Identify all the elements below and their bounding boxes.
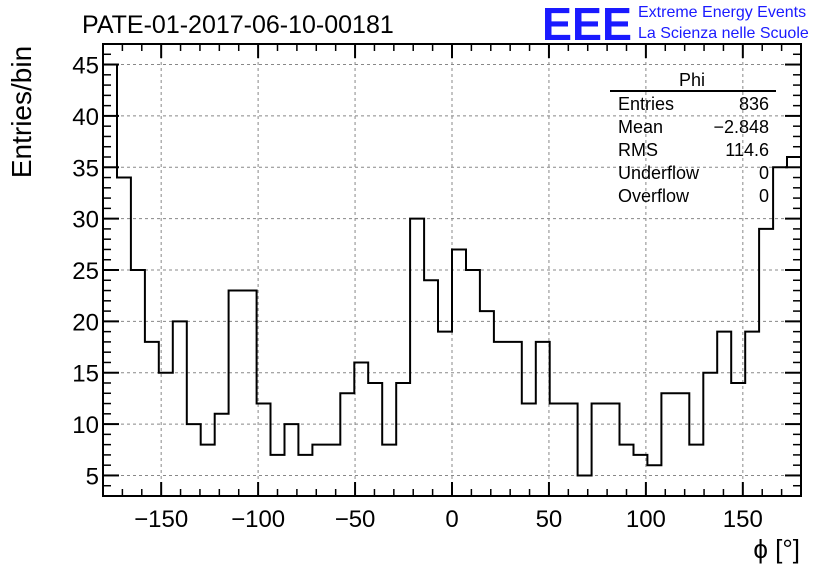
y-tick-label: 25 — [72, 258, 99, 285]
y-tick-label: 5 — [86, 463, 99, 490]
x-tick-labels: −150 −100 −50 0 50 100 150 — [134, 506, 763, 533]
stats-row-label: Overflow — [618, 186, 690, 206]
stats-row-value: 836 — [739, 94, 769, 114]
x-tick-label: −150 — [134, 506, 188, 533]
y-tick-labels: 5 10 15 20 25 30 35 40 45 — [72, 53, 99, 491]
x-tick-label: 150 — [723, 506, 763, 533]
y-axis-label: Entries/bin — [6, 46, 37, 178]
x-tick-label: −50 — [335, 506, 376, 533]
stats-row-label: Entries — [618, 94, 674, 114]
x-tick-label: 100 — [626, 506, 666, 533]
stats-row-value: 0 — [759, 186, 769, 206]
eee-logo-line2: La Scienza nelle Scuole — [638, 25, 809, 42]
histogram-line — [103, 63, 801, 477]
stats-row-value: 114.6 — [725, 140, 769, 160]
eee-logo-mark: EEE — [542, 0, 632, 50]
chart-title: PATE-01-2017-06-10-00181 — [82, 11, 394, 39]
stats-row-value: −2.848 — [713, 117, 769, 137]
eee-logo-line1: Extreme Energy Events — [638, 4, 806, 21]
x-tick-label: −100 — [231, 506, 285, 533]
y-tick-label: 45 — [72, 53, 99, 80]
stats-row-value: 0 — [759, 163, 769, 183]
y-tick-label: 35 — [72, 155, 99, 182]
x-tick-label: 50 — [536, 506, 563, 533]
stats-row-label: RMS — [618, 140, 658, 160]
eee-logo: EEE Extreme Energy Events La Scienza nel… — [542, 0, 809, 50]
y-tick-label: 15 — [72, 361, 99, 388]
stats-row-label: Underflow — [618, 163, 700, 183]
y-tick-label: 30 — [72, 207, 99, 234]
stats-box-title: Phi — [679, 70, 705, 90]
x-tick-label: 0 — [445, 506, 458, 533]
y-tick-label: 40 — [72, 104, 99, 131]
axis-ticks — [102, 43, 802, 497]
stats-box: Phi Entries 836 Mean −2.848 RMS 114.6 Underflo… — [610, 70, 776, 206]
y-tick-label: 10 — [72, 412, 99, 439]
stats-row-label: Mean — [618, 117, 663, 137]
y-tick-label: 20 — [72, 309, 99, 336]
x-axis-label: ϕ [°] — [753, 534, 800, 564]
